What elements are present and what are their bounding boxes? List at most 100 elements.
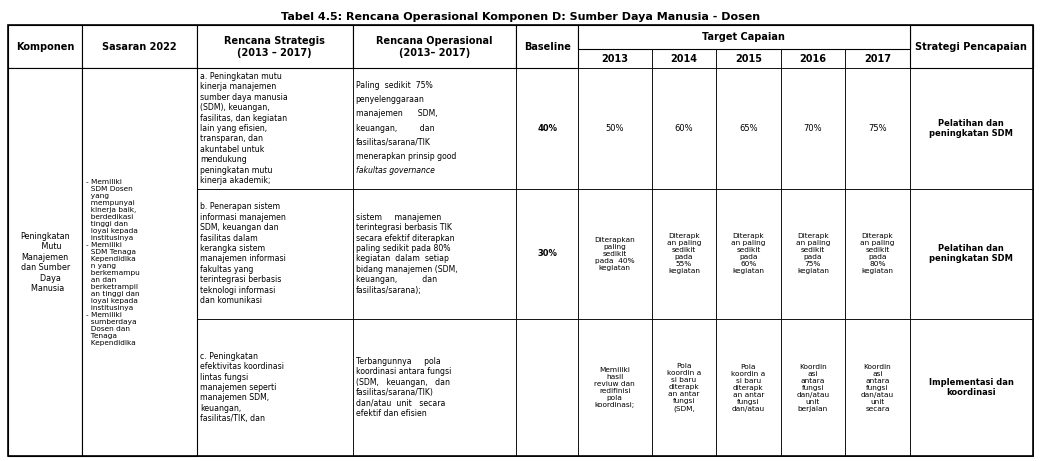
Bar — [197, 25, 353, 69]
Text: Komponen: Komponen — [16, 42, 74, 52]
Text: manajemen      SDM,: manajemen SDM, — [356, 110, 437, 118]
Bar — [516, 319, 578, 456]
Text: sistem     manajemen
terintegrasi berbasis TIK
secara efektif diterapkan
paling : sistem manajemen terintegrasi berbasis T… — [356, 213, 457, 295]
Text: Koordin
asi
antara
fungsi
dan/atau
unit
berjalan: Koordin asi antara fungsi dan/atau unit … — [796, 364, 830, 412]
Bar — [353, 189, 516, 319]
Text: Rencana Operasional
(2013– 2017): Rencana Operasional (2013– 2017) — [376, 36, 492, 58]
Bar — [910, 319, 1033, 456]
Text: Sasaran 2022: Sasaran 2022 — [102, 42, 177, 52]
Text: 30%: 30% — [537, 249, 557, 258]
Bar — [516, 25, 578, 69]
Text: 75%: 75% — [868, 124, 887, 133]
Text: 2015: 2015 — [735, 53, 762, 64]
Text: fakultas governance: fakultas governance — [356, 166, 434, 175]
Text: c. Peningkatan
efektivitas koordinasi
lintas fungsi
manajemen seperti
manajemen : c. Peningkatan efektivitas koordinasi li… — [200, 352, 284, 423]
Bar — [82, 69, 197, 456]
Bar — [578, 189, 652, 319]
Bar — [353, 48, 516, 69]
Text: Diterapk
an paling
sedikit
pada
75%
kegiatan: Diterapk an paling sedikit pada 75% kegi… — [795, 233, 830, 274]
Bar — [781, 319, 845, 456]
Text: - Memiliki
  SDM Dosen
  yang
  mempunyai
  kinerja baik,
  berdedikasi
  tinggi: - Memiliki SDM Dosen yang mempunyai kine… — [86, 179, 139, 346]
Text: Rencana Strategis
(2013 – 2017): Rencana Strategis (2013 – 2017) — [224, 36, 325, 58]
Text: 60%: 60% — [675, 124, 693, 133]
Text: keuangan,         dan: keuangan, dan — [356, 124, 434, 133]
Bar — [716, 48, 781, 69]
Bar — [82, 189, 197, 319]
Text: Diterapkan
paling
sedikit
pada  40%
kegiatan: Diterapkan paling sedikit pada 40% kegia… — [594, 236, 635, 271]
Text: 70%: 70% — [804, 124, 822, 133]
Bar — [8, 25, 82, 69]
Bar — [910, 25, 1033, 69]
Bar — [197, 48, 353, 69]
Text: Pola
koordin a
si baru
diterapk
an antar
fungsi
(SDM,: Pola koordin a si baru diterapk an antar… — [666, 363, 701, 412]
Bar — [652, 48, 716, 69]
Text: Target Capaian: Target Capaian — [703, 32, 785, 42]
Bar — [8, 25, 82, 48]
Bar — [578, 48, 652, 69]
Bar — [8, 69, 82, 456]
Bar — [781, 25, 845, 48]
Text: 50%: 50% — [606, 124, 624, 133]
Text: b. Penerapan sistem
informasi manajemen
SDM, keuangan dan
fasilitas dalam
kerang: b. Penerapan sistem informasi manajemen … — [200, 202, 286, 305]
Bar — [781, 189, 845, 319]
Bar — [8, 69, 82, 189]
Text: 65%: 65% — [739, 124, 758, 133]
Bar — [353, 69, 516, 189]
Bar — [716, 25, 781, 48]
Text: Pelatihan dan
peningkatan SDM: Pelatihan dan peningkatan SDM — [930, 119, 1013, 138]
Bar — [845, 25, 910, 48]
Bar — [845, 48, 910, 69]
Bar — [82, 319, 197, 456]
Bar — [197, 189, 353, 319]
Text: Diterapk
an paling
sedikit
pada
55%
kegiatan: Diterapk an paling sedikit pada 55% kegi… — [666, 233, 701, 274]
Text: penyelenggaraan: penyelenggaraan — [356, 95, 425, 104]
Text: 40%: 40% — [537, 124, 557, 133]
Text: Pelatihan dan
peningkatan SDM: Pelatihan dan peningkatan SDM — [930, 244, 1013, 263]
Text: 2014: 2014 — [670, 53, 697, 64]
Text: fasilitas/sarana/TIK: fasilitas/sarana/TIK — [356, 138, 431, 147]
Bar — [82, 25, 197, 48]
Bar — [353, 25, 516, 48]
Bar — [910, 48, 1033, 69]
Bar — [8, 319, 82, 456]
Bar — [353, 319, 516, 456]
Text: 2016: 2016 — [799, 53, 827, 64]
Bar — [82, 48, 197, 69]
Bar — [716, 319, 781, 456]
Text: 2017: 2017 — [864, 53, 891, 64]
Text: Koordin
asi
antara
fungsi
dan/atau
unit
secara: Koordin asi antara fungsi dan/atau unit … — [861, 364, 894, 412]
Bar — [652, 69, 716, 189]
Bar — [578, 25, 652, 48]
Bar — [716, 69, 781, 189]
Bar — [197, 69, 353, 189]
Bar — [652, 25, 716, 48]
Text: Diterapk
an paling
sedikit
pada
60%
kegiatan: Diterapk an paling sedikit pada 60% kegi… — [731, 233, 765, 274]
Bar — [910, 25, 1033, 48]
Text: Implementasi dan
koordinasi: Implementasi dan koordinasi — [929, 378, 1014, 397]
Bar — [716, 189, 781, 319]
Bar — [845, 189, 910, 319]
Bar — [197, 25, 353, 48]
Text: Memiliki
hasil
reviuw dan
redifinisi
pola
koordinasi;: Memiliki hasil reviuw dan redifinisi pol… — [594, 367, 635, 408]
Bar — [516, 48, 578, 69]
Bar — [353, 25, 516, 69]
Bar — [578, 69, 652, 189]
Bar — [781, 69, 845, 189]
Text: 2013: 2013 — [602, 53, 628, 64]
Text: Paling  sedikit  75%: Paling sedikit 75% — [356, 81, 432, 90]
Bar — [82, 25, 197, 69]
Text: Diterapk
an paling
sedikit
pada
80%
kegiatan: Diterapk an paling sedikit pada 80% kegi… — [860, 233, 894, 274]
Bar — [910, 69, 1033, 189]
Bar — [578, 319, 652, 456]
Bar — [578, 25, 910, 48]
Text: Terbangunnya     pola
koordinasi antara fungsi
(SDM,   keuangan,   dan
fasilitas: Terbangunnya pola koordinasi antara fung… — [356, 357, 451, 418]
Bar — [910, 189, 1033, 319]
Text: a. Peningkatan mutu
kinerja manajemen
sumber daya manusia
(SDM), keuangan,
fasil: a. Peningkatan mutu kinerja manajemen su… — [200, 72, 287, 185]
Bar — [8, 189, 82, 319]
Text: Strategi Pencapaian: Strategi Pencapaian — [915, 42, 1027, 52]
Text: Peningkatan
     Mutu
Manajemen
dan Sumber
    Daya
  Manusia: Peningkatan Mutu Manajemen dan Sumber Da… — [21, 232, 70, 293]
Bar — [652, 189, 716, 319]
Bar — [516, 69, 578, 189]
Text: menerapkan prinsip good: menerapkan prinsip good — [356, 152, 456, 161]
Text: Baseline: Baseline — [524, 42, 570, 52]
